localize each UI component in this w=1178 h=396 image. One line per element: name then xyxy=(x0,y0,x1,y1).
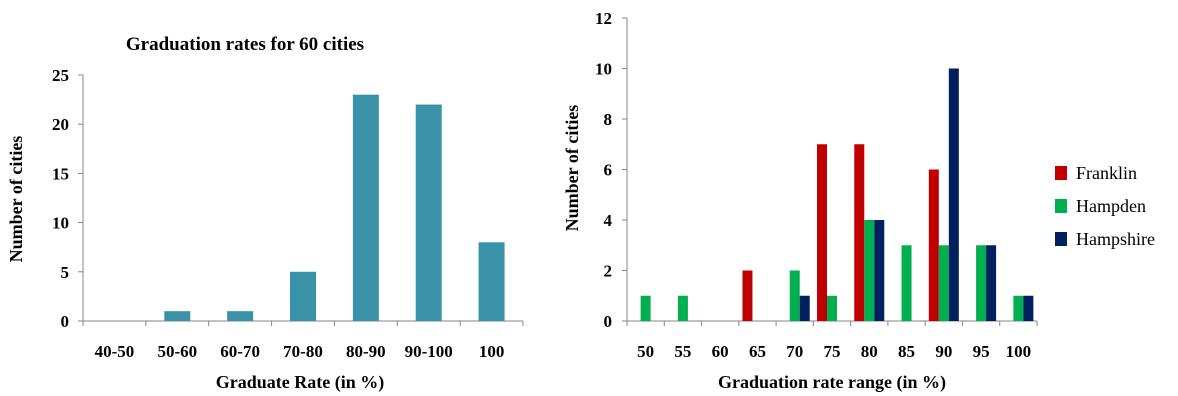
chart2-bar-hampden xyxy=(976,245,987,321)
chart2-x-tick-label: 90 xyxy=(935,342,952,361)
chart2-bar-hampshire xyxy=(1023,295,1034,321)
chart2-bar-hampshire xyxy=(948,68,959,321)
legend-swatch-franklin xyxy=(1055,166,1067,180)
chart1-x-tick-label: 90-100 xyxy=(405,342,453,361)
chart1-bar xyxy=(290,271,316,321)
chart1-y-tick-label: 15 xyxy=(52,164,69,183)
chart2-bar-hampden xyxy=(827,295,837,321)
chart1-x-axis-label: Graduate Rate (in %) xyxy=(216,372,384,393)
chart1-y-tick-label: 10 xyxy=(52,214,69,233)
chart1-x-tick-label: 80-90 xyxy=(346,342,386,361)
chart1-title: Graduation rates for 60 cities xyxy=(126,34,364,55)
chart1-x-tick-label: 70-80 xyxy=(283,342,323,361)
chart2-bar-franklin xyxy=(928,169,939,321)
chart2-x-tick-label: 60 xyxy=(712,342,729,361)
chart2-y-tick-label: 8 xyxy=(604,110,613,129)
chart1-y-tick-label: 5 xyxy=(61,263,70,282)
chart2-x-tick-label: 70 xyxy=(786,342,803,361)
chart1-x-tick-label: 40-50 xyxy=(95,342,135,361)
chart2-bar-hampden xyxy=(789,270,800,321)
chart2-bar-hampden xyxy=(901,245,912,321)
chart2-x-tick-label: 100 xyxy=(1006,342,1032,361)
chart1-y-axis-label: Number of cities xyxy=(6,136,26,263)
chart1-bar xyxy=(415,104,442,322)
chart2-bar-franklin xyxy=(817,144,827,321)
chart2-bar-hampden xyxy=(640,295,651,321)
chart1-x-tick-label: 50-60 xyxy=(157,342,197,361)
legend-label-hampshire: Hampshire xyxy=(1076,229,1155,249)
chart2-bar-hampden xyxy=(677,295,688,321)
chart2-x-tick-label: 95 xyxy=(973,342,990,361)
chart2-y-tick-label: 6 xyxy=(604,161,613,180)
chart2-y-tick-label: 4 xyxy=(604,211,613,230)
legend-label-hampden: Hampden xyxy=(1076,196,1146,216)
chart2-x-tick-label: 55 xyxy=(674,342,691,361)
chart-graduation-by-county: Number of cities Graduation rate range (… xyxy=(562,9,1155,393)
chart2-y-axis-label: Number of cities xyxy=(562,105,582,232)
chart1-x-tick-label: 60-70 xyxy=(220,342,260,361)
chart1-bar xyxy=(164,311,191,321)
chart2-x-tick-label: 50 xyxy=(637,342,654,361)
chart1-bar xyxy=(352,94,379,322)
chart1-x-tick-label: 100 xyxy=(479,342,505,361)
chart2-x-axis-label: Graduation rate range (in %) xyxy=(718,372,946,393)
chart2-x-tick-label: 75 xyxy=(824,342,841,361)
legend-swatch-hampden xyxy=(1055,199,1067,213)
chart2-y-tick-label: 10 xyxy=(595,60,612,79)
chart2-x-tick-label: 80 xyxy=(861,342,878,361)
chart2-bar-hampden xyxy=(938,245,949,321)
chart2-y-tick-label: 2 xyxy=(604,262,613,281)
chart1-y-tick-label: 0 xyxy=(61,312,70,331)
legend-swatch-hampshire xyxy=(1055,232,1067,246)
chart2-x-tick-label: 65 xyxy=(749,342,766,361)
chart2-bar-franklin xyxy=(854,144,865,321)
chart-graduation-rates-60-cities: Graduation rates for 60 cities Number of… xyxy=(6,34,524,393)
chart2-bar-hampshire xyxy=(986,245,997,321)
chart2-bar-franklin xyxy=(742,270,753,321)
chart2-legend: Franklin Hampden Hampshire xyxy=(1055,163,1155,249)
chart2-x-tick-label: 85 xyxy=(898,342,915,361)
chart2-y-tick-label: 12 xyxy=(595,9,612,28)
chart1-y-tick-label: 20 xyxy=(52,115,69,134)
chart2-bar-hampshire xyxy=(874,220,885,321)
chart1-bar xyxy=(227,311,254,321)
chart2-bar-hampden xyxy=(864,220,875,321)
chart1-bar xyxy=(478,242,505,321)
legend-label-franklin: Franklin xyxy=(1076,163,1137,183)
chart1-y-tick-label: 25 xyxy=(52,66,69,85)
chart2-bar-hampden xyxy=(1013,295,1024,321)
chart2-y-tick-label: 0 xyxy=(604,312,613,331)
chart2-bar-hampshire xyxy=(799,295,810,321)
